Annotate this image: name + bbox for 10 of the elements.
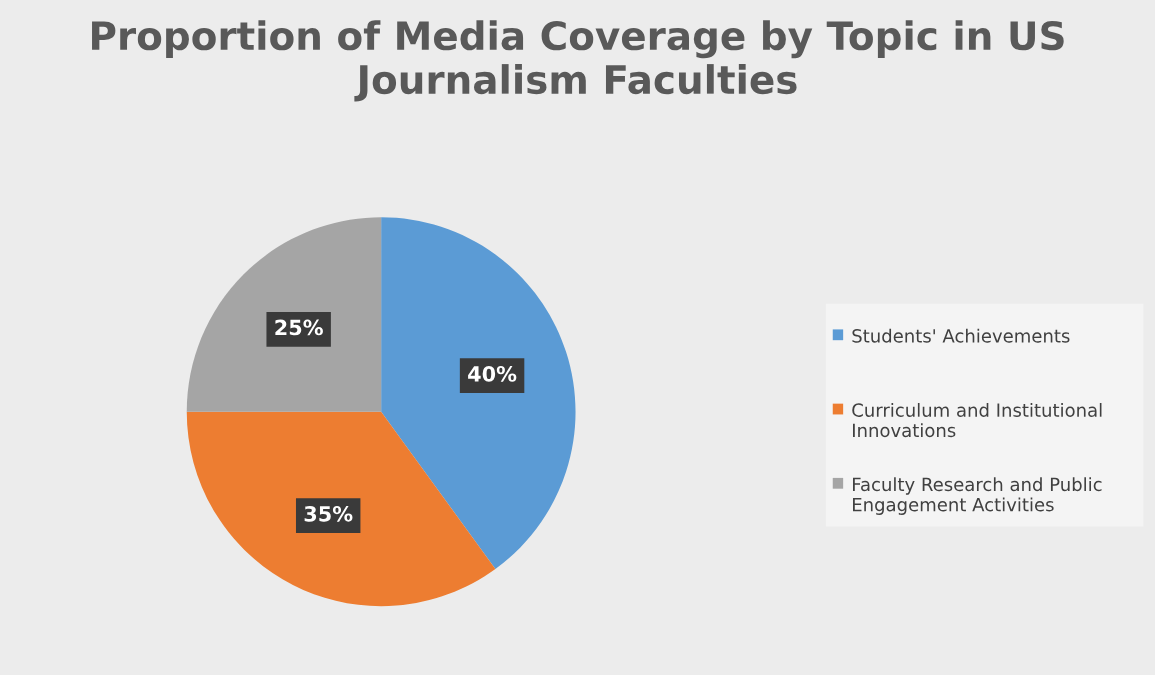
pie-slice bbox=[186, 217, 382, 412]
legend-label: Curriculum and Institutional Innovations bbox=[852, 402, 1102, 438]
chart-title: Proportion of Media Coverage by Topic in US Journalism Faculties bbox=[92, 20, 1064, 102]
data-label: 25% bbox=[275, 319, 323, 336]
legend-label: Students' Achievements bbox=[852, 328, 1070, 343]
data-label: 40% bbox=[468, 365, 517, 382]
data-label: 35% bbox=[304, 505, 353, 522]
pie-slice bbox=[186, 411, 496, 607]
legend-label: Faculty Research and Public Engagement Activities bbox=[853, 477, 1102, 515]
pie-slice bbox=[381, 217, 576, 570]
